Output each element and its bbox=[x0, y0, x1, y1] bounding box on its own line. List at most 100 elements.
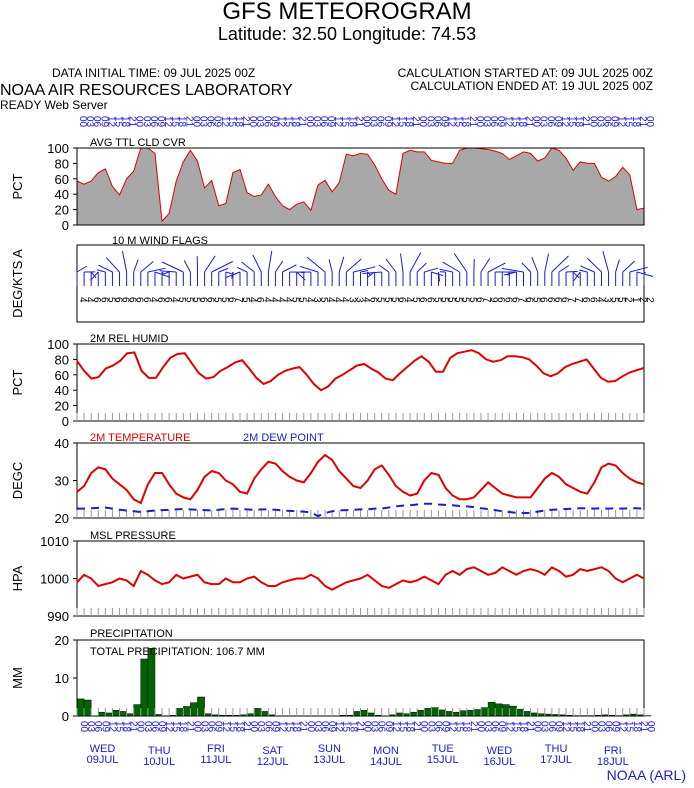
wind-barb bbox=[147, 267, 166, 273]
wind-speed-label: 4 bbox=[247, 297, 258, 303]
bottom-hour-label: 06 bbox=[432, 721, 443, 733]
wind-speed-label: 5 bbox=[318, 297, 329, 303]
wind-barb bbox=[267, 250, 273, 273]
wind-barb bbox=[237, 267, 248, 273]
top-hour-label: 18 bbox=[233, 116, 244, 128]
day-dow: WED bbox=[487, 745, 513, 757]
wind-barbs bbox=[76, 250, 654, 286]
wind-barb bbox=[121, 250, 128, 273]
wind-speed-label: 6 bbox=[91, 297, 102, 303]
wind-barb bbox=[424, 267, 439, 273]
bottom-hour-label: 18 bbox=[234, 721, 245, 733]
wind-barb bbox=[572, 271, 580, 279]
wind-speed-label: 2 bbox=[644, 297, 655, 303]
data-initial-time: DATA INITIAL TIME: 09 JUL 2025 00Z bbox=[52, 66, 256, 80]
precip-bar bbox=[523, 711, 531, 717]
wind-barb bbox=[140, 261, 154, 273]
bottom-hour-label: 09 bbox=[213, 721, 224, 733]
wind-speed-label: 5 bbox=[240, 297, 251, 303]
wind-speed-label: 6 bbox=[134, 297, 145, 303]
bottom-hour-label: 03 bbox=[142, 721, 153, 733]
wind-speed-label: 4 bbox=[84, 297, 95, 303]
top-hour-label: 18 bbox=[460, 116, 471, 128]
bottom-hour-label: 21 bbox=[638, 721, 649, 733]
bottom-hour-label: 12 bbox=[220, 721, 231, 733]
wind-barb bbox=[96, 269, 106, 273]
wind-speed-label: 2 bbox=[637, 297, 648, 303]
precip-bar bbox=[452, 711, 460, 717]
top-hour-label: 00 bbox=[417, 116, 428, 128]
temperature-ylabel: DEGC bbox=[10, 462, 25, 500]
bottom-hour-label: 09 bbox=[496, 721, 507, 733]
top-hour-label: 21 bbox=[637, 116, 648, 128]
wind-barb bbox=[161, 261, 184, 273]
wind-speed-label: 6 bbox=[112, 297, 123, 303]
temperature-y-tick-label: 40 bbox=[55, 436, 69, 451]
humidity-y-tick-label: 40 bbox=[55, 383, 69, 398]
bottom-hour-label: 06 bbox=[262, 721, 273, 733]
top-hour-label: 06 bbox=[601, 116, 612, 128]
top-hour-label: 03 bbox=[538, 116, 549, 128]
top-hour-label: 21 bbox=[297, 116, 308, 128]
precip-y-tick-label: 20 bbox=[55, 633, 69, 648]
precip-bar bbox=[76, 698, 85, 717]
day-dow: FRI bbox=[604, 745, 622, 757]
cloud-cover-ylabel: PCT bbox=[10, 173, 25, 199]
day-date: 15JUL bbox=[427, 754, 459, 766]
top-hour-label: 15 bbox=[623, 116, 634, 128]
wind-barb bbox=[453, 253, 468, 273]
precip-bar bbox=[438, 709, 446, 717]
wind-barb bbox=[521, 262, 531, 273]
wind-speed-label: 5 bbox=[176, 297, 187, 303]
bottom-hour-label: 12 bbox=[560, 721, 571, 733]
bottom-hour-label: 03 bbox=[198, 721, 209, 733]
bottom-hour-label: 09 bbox=[156, 721, 167, 733]
humidity-series-0 bbox=[76, 349, 645, 392]
bottom-hour-label: 00 bbox=[248, 721, 259, 733]
humidity-y-tick-label: 0 bbox=[62, 414, 69, 429]
top-hour-label: 21 bbox=[353, 116, 364, 128]
top-hour-label: 00 bbox=[644, 116, 655, 128]
bottom-hour-label: 15 bbox=[170, 721, 181, 733]
bottom-hour-label: 21 bbox=[241, 721, 252, 733]
wind-speed-label: 3 bbox=[353, 297, 364, 303]
top-hour-label: 09 bbox=[609, 116, 620, 128]
top-hour-label: 06 bbox=[545, 116, 556, 128]
wind-barb bbox=[629, 266, 648, 273]
wind-speed-label: 6 bbox=[98, 297, 109, 303]
noaa-credit: NOAA (ARL) bbox=[606, 767, 686, 783]
bottom-hour-label: 12 bbox=[276, 721, 287, 733]
top-hour-label: 03 bbox=[311, 116, 322, 128]
wind-barb bbox=[566, 270, 578, 273]
top-hour-label: 03 bbox=[254, 116, 265, 128]
top-hour-label: 18 bbox=[290, 116, 301, 128]
wind-speed-label: 5 bbox=[290, 297, 301, 303]
wind-barb bbox=[558, 265, 570, 273]
wind-barb bbox=[353, 266, 376, 273]
wind-barb bbox=[299, 265, 319, 273]
wind-speed-label: 6 bbox=[424, 297, 435, 303]
bottom-hour-label: 18 bbox=[177, 721, 188, 733]
precip-bar bbox=[466, 710, 475, 717]
top-hour-label: 06 bbox=[318, 116, 329, 128]
top-hour-label: 06 bbox=[375, 116, 386, 128]
wind-barb bbox=[241, 261, 255, 273]
top-hour-label: 09 bbox=[438, 116, 449, 128]
precip-bar bbox=[360, 710, 368, 717]
wind-speed-label: 3 bbox=[346, 297, 357, 303]
wind-barb bbox=[218, 267, 229, 273]
top-hour-label: 09 bbox=[325, 116, 336, 128]
wind-speed-label: 4 bbox=[148, 297, 159, 303]
bottom-hour-label: 21 bbox=[468, 721, 479, 733]
bottom-hour-label: 12 bbox=[447, 721, 458, 733]
wind-speed-label: 6 bbox=[155, 297, 166, 303]
precip-bar bbox=[147, 648, 156, 717]
wind-speed-label: 5 bbox=[219, 297, 230, 303]
wind-speed-label: 6 bbox=[120, 297, 131, 303]
wind-barb bbox=[551, 255, 569, 273]
top-hour-label: 18 bbox=[516, 116, 527, 128]
top-hour-label: 21 bbox=[127, 116, 138, 128]
wind-barb bbox=[416, 262, 427, 273]
wind-speed-label: 7 bbox=[233, 297, 244, 303]
